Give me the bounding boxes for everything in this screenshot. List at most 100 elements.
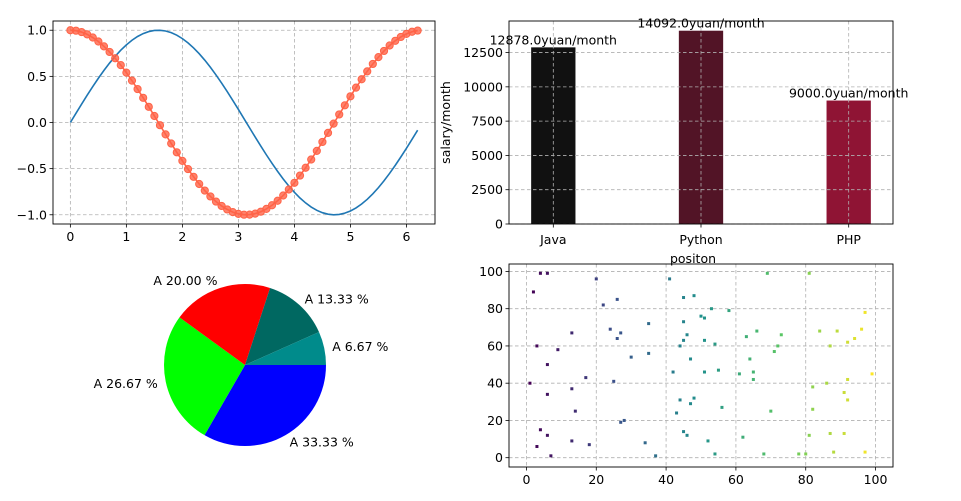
cos-point <box>206 192 215 201</box>
cos-point <box>318 137 327 147</box>
scatter-point <box>769 409 773 413</box>
x-tick-label: 0 <box>66 229 74 244</box>
cos-point <box>195 179 204 189</box>
cos-point <box>363 67 372 76</box>
scatter-point <box>675 411 679 415</box>
scatter-point <box>682 338 686 342</box>
x-tick-label: Java <box>539 232 566 247</box>
scatter-point <box>706 439 710 443</box>
pie-slice <box>179 283 271 365</box>
y-tick-label: 20 <box>487 413 503 428</box>
pie-slice <box>245 332 326 365</box>
cos-point <box>161 130 170 139</box>
cos-point <box>273 196 282 205</box>
x-tick-label: 4 <box>290 229 298 244</box>
scatter-point <box>685 333 689 337</box>
cos-point <box>357 75 366 84</box>
x-tick-label: 1 <box>122 229 130 244</box>
scatter-point <box>682 320 686 324</box>
scatter-point <box>685 433 689 437</box>
cos-point <box>150 111 159 121</box>
scatter-point <box>608 327 612 331</box>
pie-slice <box>163 317 245 436</box>
y-tick-label: 100 <box>479 264 503 279</box>
scatter-point <box>751 377 755 381</box>
pie-label: A 20.00 % <box>153 273 217 288</box>
scatter-point <box>765 271 769 275</box>
cos-point <box>284 185 293 194</box>
y-tick-label: 7500 <box>471 114 503 129</box>
cos-point <box>88 33 97 42</box>
axes-frame <box>508 20 894 225</box>
cos-point <box>368 59 377 69</box>
bar-chart: 12878.0yuan/month 14092.0yuan/month 9000.0… <box>438 16 908 266</box>
pie-label: A 33.33 % <box>290 435 354 450</box>
scatter-point <box>797 452 801 456</box>
cos-point <box>340 101 349 110</box>
y-tick-label: 60 <box>487 338 503 353</box>
pie-slice <box>204 365 326 447</box>
y-tick-label: 10000 <box>463 79 503 94</box>
scatter-point <box>622 418 626 422</box>
cos-point <box>183 164 193 174</box>
x-tick-label: 40 <box>658 472 674 487</box>
cos-point <box>312 146 321 155</box>
scatter-point <box>702 338 706 342</box>
bar-data-label: 12878.0yuan/month <box>490 32 617 47</box>
cos-point <box>329 119 338 128</box>
scatter-point <box>570 387 574 391</box>
scatter-point <box>647 351 651 355</box>
cos-point <box>99 42 109 51</box>
scatter-point <box>713 342 717 346</box>
x-tick-label: 0 <box>522 472 530 487</box>
scatter-point <box>654 454 658 458</box>
cos-point <box>105 47 114 57</box>
cos-point <box>172 148 181 157</box>
cos-point <box>391 36 400 45</box>
scatter-point <box>716 368 720 372</box>
scatter-point <box>678 344 682 348</box>
cos-point <box>167 139 176 148</box>
scatter-point <box>682 430 686 434</box>
cos-point <box>335 110 344 119</box>
scatter-point <box>870 372 874 376</box>
scatter-point <box>601 303 605 307</box>
scatter-point <box>737 372 741 376</box>
scatter-point <box>668 277 672 281</box>
scatter-point <box>807 433 811 437</box>
cos-point <box>155 121 165 130</box>
x-tick-label: 100 <box>864 472 888 487</box>
y-tick-label: 5000 <box>471 148 503 163</box>
scatter-point <box>748 357 752 361</box>
scatter-point <box>828 431 832 435</box>
scatter-point <box>619 420 623 424</box>
cos-point <box>346 92 355 101</box>
scatter-point <box>863 310 867 314</box>
x-tick-label: 60 <box>728 472 744 487</box>
scatter-point <box>741 435 745 439</box>
cos-point <box>200 186 209 195</box>
scatter-point <box>744 335 748 339</box>
scatter-point <box>556 348 560 352</box>
cos-point <box>385 41 394 50</box>
scatter-point <box>811 407 815 411</box>
x-tick-label: 6 <box>402 229 410 244</box>
scatter-point <box>671 370 675 374</box>
scatter-point <box>779 333 783 337</box>
scatter-point <box>811 385 815 389</box>
axes-frame <box>508 263 894 468</box>
scatter-point <box>570 331 574 335</box>
cos-point <box>189 172 198 181</box>
scatter-point <box>863 450 867 454</box>
scatter-point <box>678 398 682 402</box>
cos-point <box>295 171 305 180</box>
x-tick-label: 2 <box>178 229 186 244</box>
scatter-point <box>643 441 647 445</box>
x-tick-label: 80 <box>798 472 814 487</box>
scatter-point <box>531 290 535 294</box>
scatter-point <box>647 322 651 326</box>
scatter-point <box>573 409 577 413</box>
cos-point <box>94 37 103 46</box>
y-tick-label: 0 <box>495 217 503 232</box>
scatter-point <box>772 350 776 354</box>
